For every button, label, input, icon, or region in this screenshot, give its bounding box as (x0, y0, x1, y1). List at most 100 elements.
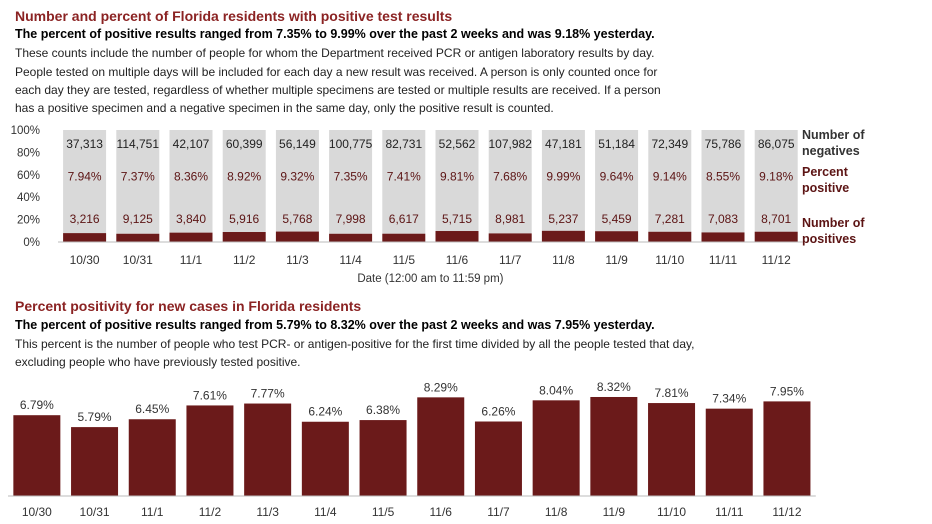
chart2-x-tick-label: 11/3 (256, 505, 279, 519)
chart1-negatives-bar (329, 130, 373, 234)
chart1-x-tick-label: 11/9 (605, 253, 628, 267)
chart1-negatives-bar (275, 130, 319, 232)
chart1-y-tick-label: 0% (23, 237, 40, 249)
chart1-percent-label: 9.64% (600, 169, 634, 183)
chart1-negatives-label: 42,107 (173, 137, 210, 151)
chart1-percent-label: 8.92% (227, 169, 261, 183)
chart1-positives-bar (595, 231, 639, 242)
chart1-percent-label: 9.81% (440, 169, 474, 183)
chart1-negatives-bar (169, 130, 213, 233)
chart1-y-tick-label: 20% (17, 215, 40, 227)
chart2-title: Percent positivity for new cases in Flor… (15, 298, 362, 314)
chart1-positives-label: 7,281 (655, 212, 685, 226)
chart1-positives-label: 5,916 (229, 212, 259, 226)
chart1-negatives-label: 51,184 (598, 137, 635, 151)
chart1-x-tick-label: 10/31 (123, 253, 153, 267)
chart1-negatives-bar (222, 130, 266, 233)
chart1-negatives-label: 52,562 (439, 137, 476, 151)
chart1-positives-label: 3,216 (70, 212, 100, 226)
chart1-y-tick-label: 60% (17, 170, 40, 182)
chart2-bar (417, 397, 465, 496)
chart1-negatives-label: 56,149 (279, 137, 316, 151)
chart1-negatives-bar (488, 130, 532, 234)
chart1-positives-label: 9,125 (123, 212, 153, 226)
chart2-x-tick-label: 11/8 (545, 505, 568, 519)
chart1-negatives-label: 82,731 (385, 137, 422, 151)
chart1-positives-bar (169, 232, 213, 242)
chart1-percent-label: 9.18% (759, 169, 793, 183)
legend-percent-line1: Percent (802, 165, 849, 179)
chart1-negatives-label: 37,313 (66, 137, 103, 151)
chart2-subtitle: The percent of positive results ranged f… (15, 318, 655, 332)
chart1-description-line-2: People tested on multiple days will be i… (15, 65, 658, 79)
chart1-x-tick-label: 11/7 (499, 253, 522, 267)
chart1-positives-bar (116, 233, 160, 242)
chart1-positives-label: 3,840 (176, 212, 206, 226)
legend-positives-line2: positives (802, 232, 856, 246)
chart1-positives-label: 5,459 (602, 212, 632, 226)
chart1-percent-label: 7.68% (493, 169, 527, 183)
chart2-x-tick-label: 11/10 (657, 505, 686, 519)
chart1-positives-bar (275, 231, 319, 242)
chart1-x-tick-label: 11/10 (655, 253, 684, 267)
chart1-positives-bar (541, 230, 585, 242)
chart1-negatives-label: 86,075 (758, 137, 795, 151)
chart2-x-tick-label: 11/12 (772, 505, 801, 519)
chart1-description-line-3: each day they are tested, regardless of … (15, 83, 661, 97)
chart2-x-tick-label: 10/30 (22, 505, 52, 519)
chart1-negatives-label: 114,751 (117, 137, 160, 151)
chart2-x-tick-label: 11/6 (430, 505, 453, 519)
chart1-percent-label: 8.36% (174, 169, 208, 183)
chart1-percent-label: 9.32% (280, 169, 314, 183)
chart2-value-label: 5.79% (78, 410, 112, 424)
chart2-value-label: 8.29% (424, 380, 458, 394)
chart1-description-line-4: has a positive specimen and a negative s… (15, 101, 554, 115)
chart1-positives-label: 7,998 (336, 212, 366, 226)
chart1-negatives-bar (541, 130, 585, 231)
chart2-x-tick-label: 11/7 (487, 505, 510, 519)
chart2-bar (648, 403, 696, 496)
chart2-x-tick-label: 11/5 (372, 505, 395, 519)
chart1-positives-label: 8,701 (761, 212, 791, 226)
chart1-positives-label: 5,237 (548, 212, 578, 226)
chart2-bar (532, 400, 580, 496)
chart1-negatives-bar (116, 130, 160, 234)
chart1-negatives-bar (648, 130, 692, 232)
chart1-x-tick-label: 11/5 (393, 253, 416, 267)
chart1-negatives-label: 60,399 (226, 137, 263, 151)
chart1-positives-bar (382, 233, 426, 242)
chart1-subtitle: The percent of positive results ranged f… (15, 27, 655, 41)
chart1-x-axis-label: Date (12:00 am to 11:59 pm) (357, 273, 503, 285)
chart2-value-label: 7.95% (770, 384, 804, 398)
chart1-percent-label: 8.55% (706, 169, 740, 183)
chart2-value-label: 8.04% (539, 383, 573, 397)
chart2-x-tick-label: 11/2 (199, 505, 222, 519)
chart2-value-label: 6.24% (308, 405, 342, 419)
chart2-x-tick-label: 11/1 (141, 505, 164, 519)
chart1-x-tick-label: 11/6 (446, 253, 469, 267)
chart2-x-tick-label: 11/11 (715, 505, 744, 519)
chart1-x-tick-label: 11/12 (762, 253, 791, 267)
chart1-percent-label: 7.35% (334, 169, 368, 183)
chart1-positives-bar (329, 233, 373, 242)
chart1-positives-bar (648, 231, 692, 242)
chart1-negatives-label: 75,786 (705, 137, 742, 151)
chart2-bar (13, 415, 61, 496)
chart1-negatives-label: 47,181 (545, 137, 582, 151)
chart2-x-tick-label: 10/31 (80, 505, 110, 519)
chart2-value-label: 6.45% (135, 402, 169, 416)
chart2-x-tick-label: 11/4 (314, 505, 337, 519)
legend-positives-line1: Number of (802, 216, 865, 230)
chart1-description-line-1: These counts include the number of peopl… (15, 46, 655, 60)
chart2-bar (705, 408, 753, 496)
chart2-value-label: 6.26% (481, 405, 515, 419)
legend-negatives-line1: Number of (802, 128, 865, 142)
chart1-y-tick-label: 40% (17, 192, 40, 204)
chart1-positives-label: 7,083 (708, 212, 738, 226)
chart1-negatives-bar (701, 130, 745, 233)
chart1-percent-label: 7.94% (68, 169, 102, 183)
chart2-value-label: 7.61% (193, 388, 227, 402)
chart2-description-line-1: This percent is the number of people who… (15, 337, 695, 351)
chart2-bar (763, 401, 811, 496)
